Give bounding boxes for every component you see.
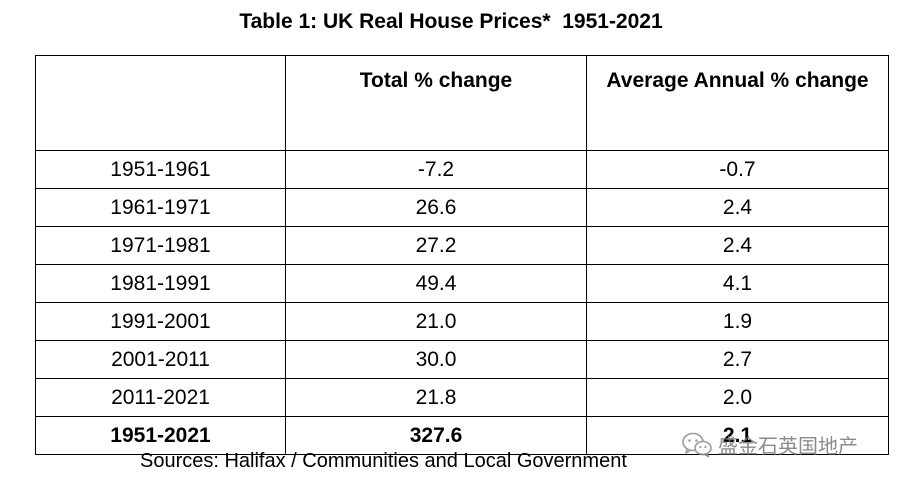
cell-total-change: 49.4 <box>285 264 587 303</box>
cell-annual-change: 2.7 <box>586 340 889 379</box>
cell-annual-change: 1.9 <box>586 302 889 341</box>
cell-period: 2011-2021 <box>35 378 286 417</box>
table-row: 1961-1971 26.6 2.4 <box>35 188 889 227</box>
watermark: 盛金石英国地产 <box>682 430 858 459</box>
cell-period: 1971-1981 <box>35 226 286 265</box>
table-row: 1981-1991 49.4 4.1 <box>35 264 889 303</box>
cell-annual-change: 4.1 <box>586 264 889 303</box>
cell-annual-change: 2.0 <box>586 378 889 417</box>
house-price-table: Total % change Average Annual % change 1… <box>35 55 889 455</box>
cell-total-change: 21.0 <box>285 302 587 341</box>
cell-total-change: 30.0 <box>285 340 587 379</box>
cell-period: 1981-1991 <box>35 264 286 303</box>
cell-annual-change: 2.1 <box>586 416 889 455</box>
cell-period: 1951-1961 <box>35 150 286 189</box>
table-row: 1951-1961 -7.2 -0.7 <box>35 150 889 189</box>
cell-annual-change: -0.7 <box>586 150 889 189</box>
cell-total-change: -7.2 <box>285 150 587 189</box>
table-total-row: 1951-2021 327.6 2.1 <box>35 416 889 455</box>
watermark-text: 盛金石英国地产 <box>718 434 858 458</box>
table-row: 2011-2021 21.8 2.0 <box>35 378 889 417</box>
cell-period: 1951-2021 <box>35 416 286 455</box>
table-header-row: Total % change Average Annual % change <box>35 55 889 151</box>
cell-period: 2001-2011 <box>35 340 286 379</box>
header-cell-period <box>35 55 286 151</box>
header-cell-annual-change: Average Annual % change <box>586 55 889 151</box>
table-row: 1971-1981 27.2 2.4 <box>35 226 889 265</box>
header-cell-total-change: Total % change <box>285 55 587 151</box>
wechat-icon <box>682 432 712 458</box>
cell-annual-change: 2.4 <box>586 188 889 227</box>
cell-total-change: 21.8 <box>285 378 587 417</box>
table-title: Table 1: UK Real House Prices* 1951-2021 <box>239 10 663 33</box>
cell-period: 1961-1971 <box>35 188 286 227</box>
table-row: 1991-2001 21.0 1.9 <box>35 302 889 341</box>
table-row: 2001-2011 30.0 2.7 <box>35 340 889 379</box>
cell-total-change: 26.6 <box>285 188 587 227</box>
cell-period: 1991-2001 <box>35 302 286 341</box>
cell-total-change: 27.2 <box>285 226 587 265</box>
cell-total-change: 327.6 <box>285 416 587 455</box>
sources-note: Sources: Halifax / Communities and Local… <box>140 450 627 472</box>
cell-annual-change: 2.4 <box>586 226 889 265</box>
